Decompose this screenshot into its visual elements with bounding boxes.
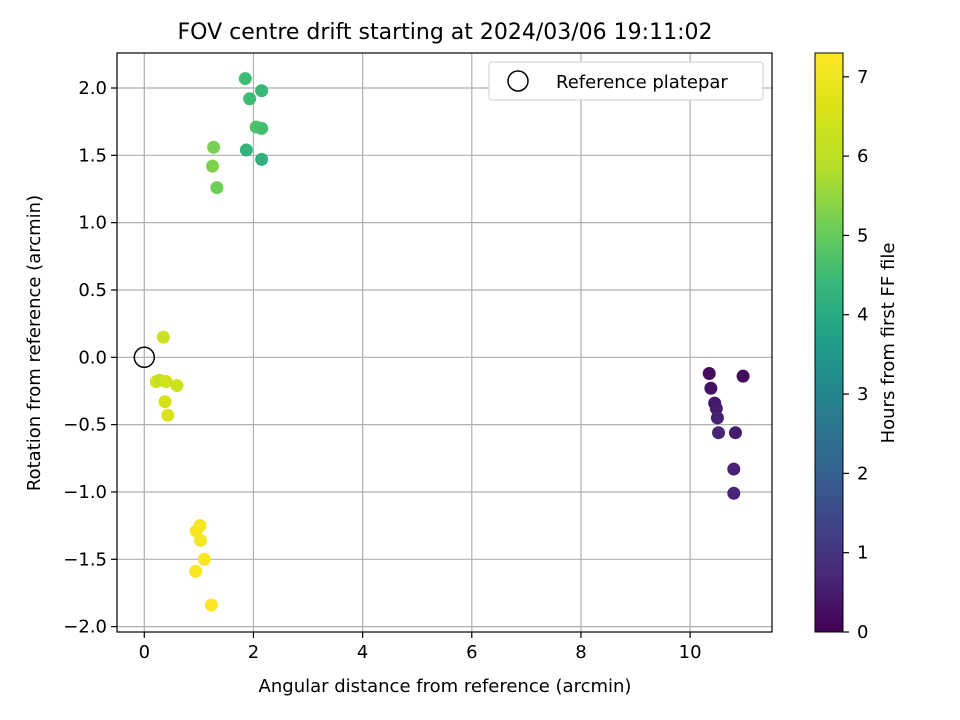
plot-frame [116, 52, 773, 633]
data-point [210, 181, 224, 195]
data-point [194, 533, 208, 547]
colorbar-tick-label: 7 [857, 67, 868, 88]
data-point [255, 84, 269, 98]
chart-title: FOV centre drift starting at 2024/03/06 … [178, 20, 713, 45]
colorbar-label: Hours from first FF file [878, 243, 899, 444]
data-point [239, 143, 253, 157]
legend-marker [507, 70, 529, 92]
x-axis-ticks: 0 2 4 6 8 10 [139, 632, 702, 663]
colorbar-ticks: 0 1 2 3 4 5 6 7 [843, 67, 868, 643]
legend: Reference platepar [488, 61, 764, 101]
y-axis-label: Rotation from reference (arcmin) [24, 195, 45, 491]
y-tick-label: −0.5 [63, 415, 107, 436]
data-point [710, 411, 724, 425]
data-point [712, 426, 726, 440]
y-tick-label: 0.0 [78, 347, 107, 368]
data-point [204, 598, 218, 612]
data-point [159, 375, 173, 389]
colorbar-tick-label: 4 [857, 305, 868, 326]
colorbar-tick-label: 2 [857, 463, 868, 484]
colorbar [814, 52, 844, 633]
y-tick-label: 1.5 [78, 145, 107, 166]
colorbar-tick-label: 6 [857, 146, 868, 167]
data-point [704, 381, 718, 395]
data-point [255, 121, 269, 135]
data-point [727, 462, 741, 476]
colorbar-tick-label: 3 [857, 384, 868, 405]
x-tick-label: 6 [466, 642, 477, 663]
grid [117, 53, 772, 632]
colorbar-tick-label: 0 [857, 622, 868, 643]
data-point [189, 564, 203, 578]
data-point [255, 152, 269, 166]
data-points [149, 72, 750, 612]
y-tick-label: 0.5 [78, 280, 107, 301]
x-tick-label: 2 [248, 642, 259, 663]
y-tick-label: −2.0 [63, 617, 107, 638]
data-point [238, 72, 252, 86]
data-point [709, 401, 723, 415]
reference-marker [133, 346, 156, 369]
data-point [206, 159, 220, 173]
data-point [156, 330, 170, 344]
data-point [243, 92, 257, 106]
data-point [728, 426, 742, 440]
x-axis-label: Angular distance from reference (arcmin) [259, 676, 632, 697]
data-point [197, 552, 211, 566]
x-tick-label: 10 [679, 642, 702, 663]
legend-label: Reference platepar [556, 72, 728, 93]
y-tick-label: 1.0 [78, 213, 107, 234]
data-point [727, 486, 741, 500]
data-point [702, 366, 716, 380]
legend-box [488, 61, 764, 101]
x-tick-label: 8 [575, 642, 586, 663]
data-point [736, 369, 750, 383]
y-tick-label: 2.0 [78, 78, 107, 99]
data-point [170, 379, 184, 393]
y-tick-label: −1.5 [63, 549, 107, 570]
colorbar-tick-label: 5 [857, 225, 868, 246]
data-point [158, 395, 172, 409]
y-axis-ticks: −2.0 −1.5 −1.0 −0.5 0.0 0.5 1.0 1.5 2.0 [63, 78, 117, 638]
x-tick-label: 0 [139, 642, 150, 663]
y-tick-label: −1.0 [63, 482, 107, 503]
x-tick-label: 4 [357, 642, 368, 663]
data-point [161, 408, 175, 422]
colorbar-tick-label: 1 [857, 543, 868, 564]
data-point [207, 140, 221, 154]
